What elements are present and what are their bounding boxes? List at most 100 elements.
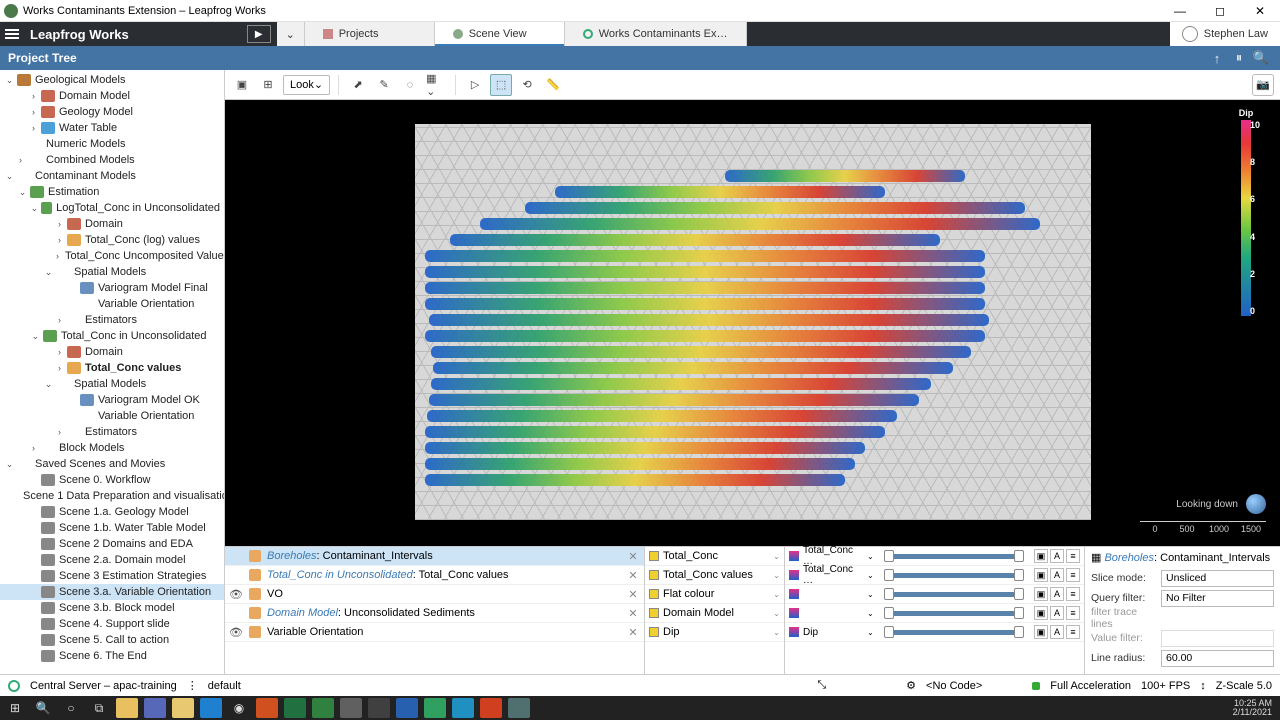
layer-options[interactable]: Total_Conc …⌄▣A≡Total_Conc …⌄▣A≡⌄▣A≡⌄▣A≡… <box>785 547 1085 674</box>
tree-node[interactable]: Variable Orientation <box>0 296 224 312</box>
app4-icon[interactable] <box>340 698 362 718</box>
menu-icon[interactable] <box>0 29 24 39</box>
layer-list[interactable]: Boreholes: Contaminant_Intervals✕Total_C… <box>225 547 645 674</box>
app7-icon[interactable] <box>452 698 474 718</box>
ruler-icon[interactable]: 📏 <box>542 74 564 96</box>
tree-node[interactable]: Scene 1.b. Water Table Model <box>0 520 224 536</box>
taskbar[interactable]: ⊞ 🔍 ○ ⧉ ◉ 10:25 AM2/11/2021 <box>0 696 1280 720</box>
opt-icon[interactable]: ▣ <box>1034 625 1048 639</box>
cursor-icon[interactable]: ▷ <box>464 74 486 96</box>
remove-icon[interactable]: ✕ <box>626 550 640 563</box>
tree-node[interactable]: ›Total_Conc (log) values <box>0 232 224 248</box>
cortana-icon[interactable]: ○ <box>60 698 82 718</box>
play-button[interactable]: ▶ <box>247 25 271 43</box>
opt-icon[interactable]: A <box>1050 587 1064 601</box>
colormap-row[interactable]: Total_Conc⌄ <box>645 547 784 566</box>
tree-node[interactable]: Scene 4. Support slide <box>0 616 224 632</box>
app6-icon[interactable] <box>424 698 446 718</box>
remove-icon[interactable]: ✕ <box>626 588 640 601</box>
option-row[interactable]: ⌄▣A≡ <box>785 604 1084 623</box>
tree-node[interactable]: Scene 3.a. Variable Orientation <box>0 584 224 600</box>
edge-icon[interactable] <box>200 698 222 718</box>
tab-projects[interactable]: Projects <box>305 22 435 46</box>
layer-row[interactable]: 👁Variable Orientation✕ <box>225 623 644 642</box>
search-icon[interactable]: 🔍 <box>1250 50 1272 66</box>
property-row[interactable]: Line radius:60.00 <box>1091 648 1274 668</box>
visibility-icon[interactable]: 👁 <box>229 588 243 601</box>
explorer-icon[interactable] <box>172 698 194 718</box>
search-taskbar-icon[interactable]: 🔍 <box>32 698 54 718</box>
tree-node[interactable]: ›Water Table <box>0 120 224 136</box>
tree-node[interactable]: ›Estimators <box>0 424 224 440</box>
tree-node[interactable]: Scene 6. The End <box>0 648 224 664</box>
tree-node[interactable]: ›Geology Model <box>0 104 224 120</box>
plane-icon[interactable]: ⬚ <box>490 74 512 96</box>
tree-node[interactable]: ›Domain Model <box>0 88 224 104</box>
opt-icon[interactable]: ▣ <box>1034 549 1048 563</box>
tree-node[interactable]: ›Block Models <box>0 440 224 456</box>
colormap-row[interactable]: Flat colour⌄ <box>645 585 784 604</box>
layer-row[interactable]: Domain Model: Unconsolidated Sediments✕ <box>225 604 644 623</box>
opt-icon[interactable]: ≡ <box>1066 587 1080 601</box>
window-icon[interactable]: ⊞ <box>257 74 279 96</box>
tree-node[interactable]: Numeric Models <box>0 136 224 152</box>
app5-icon[interactable] <box>368 698 390 718</box>
grid-icon[interactable]: ▦ ⌄ <box>425 74 447 96</box>
app3-icon[interactable] <box>312 698 334 718</box>
remove-icon[interactable]: ✕ <box>626 569 640 582</box>
opt-icon[interactable]: A <box>1050 549 1064 563</box>
opt-icon[interactable]: ≡ <box>1066 606 1080 620</box>
colormap-row[interactable]: Total_Conc values⌄ <box>645 566 784 585</box>
opt-icon[interactable]: ≡ <box>1066 568 1080 582</box>
minimize-button[interactable]: — <box>1160 0 1200 22</box>
colormap-row[interactable]: Dip⌄ <box>645 623 784 642</box>
option-row[interactable]: Total_Conc …⌄▣A≡ <box>785 566 1084 585</box>
ppt-icon[interactable] <box>480 698 502 718</box>
tree-node[interactable]: Scene 3.b. Block model <box>0 600 224 616</box>
colormap-row[interactable]: Domain Model⌄ <box>645 604 784 623</box>
opt-icon[interactable]: ≡ <box>1066 549 1080 563</box>
remove-icon[interactable]: ✕ <box>626 626 640 639</box>
pick-icon[interactable]: ⬈ <box>347 74 369 96</box>
tree-node[interactable]: ⌄LogTotal_Conc in Unconsolidated <box>0 200 224 216</box>
tree-node[interactable]: Scene 0. Workflow <box>0 472 224 488</box>
layer-row[interactable]: Boreholes: Contaminant_Intervals✕ <box>225 547 644 566</box>
tree-node[interactable]: ⌄Spatial Models <box>0 264 224 280</box>
outlook-icon[interactable] <box>396 698 418 718</box>
visibility-icon[interactable]: 👁 <box>229 626 243 639</box>
look-button[interactable]: Look ⌄ <box>283 75 330 95</box>
remove-icon[interactable]: ✕ <box>626 607 640 620</box>
tree-node[interactable]: Scene 2 Domains and EDA <box>0 536 224 552</box>
tree-node[interactable]: Variable Orientation <box>0 408 224 424</box>
orientation-ball-icon[interactable] <box>1246 494 1266 514</box>
tab-dropdown[interactable]: ⌄ <box>277 22 305 46</box>
maximize-button[interactable]: ◻ <box>1200 0 1240 22</box>
axis-icon[interactable]: ⤡ <box>817 679 826 692</box>
app1-icon[interactable] <box>116 698 138 718</box>
tree-node[interactable]: ⌄Estimation <box>0 184 224 200</box>
screen-icon[interactable]: ▣ <box>231 74 253 96</box>
opt-icon[interactable]: A <box>1050 606 1064 620</box>
tree-node[interactable]: ⌄Spatial Models <box>0 376 224 392</box>
tree-node[interactable]: ›Combined Models <box>0 152 224 168</box>
colormap-list[interactable]: Total_Conc⌄Total_Conc values⌄Flat colour… <box>645 547 785 674</box>
tab-extension[interactable]: Works Contaminants Ex… <box>565 22 747 46</box>
excel-icon[interactable] <box>284 698 306 718</box>
clock[interactable]: 10:25 AM2/11/2021 <box>1233 699 1276 718</box>
start-icon[interactable]: ⊞ <box>4 698 26 718</box>
tree-node[interactable]: Scene 1.a. Geology Model <box>0 504 224 520</box>
tab-scene-view[interactable]: Scene View <box>435 22 565 46</box>
opt-icon[interactable]: ≡ <box>1066 625 1080 639</box>
tree-node[interactable]: ⌄Total_Conc in Unconsolidated <box>0 328 224 344</box>
tree-node[interactable]: ›Estimators <box>0 312 224 328</box>
chrome-icon[interactable]: ◉ <box>228 698 250 718</box>
tree-node[interactable]: ›Domain <box>0 344 224 360</box>
property-row[interactable]: Query filter:No Filter <box>1091 588 1274 608</box>
tree-node[interactable]: ⌄Geological Models <box>0 72 224 88</box>
opt-icon[interactable]: ▣ <box>1034 587 1048 601</box>
pause-icon[interactable]: ⏸ <box>1228 50 1250 66</box>
opt-icon[interactable]: A <box>1050 625 1064 639</box>
option-row[interactable]: Dip⌄▣A≡ <box>785 623 1084 642</box>
app8-icon[interactable] <box>508 698 530 718</box>
option-row[interactable]: ⌄▣A≡ <box>785 585 1084 604</box>
